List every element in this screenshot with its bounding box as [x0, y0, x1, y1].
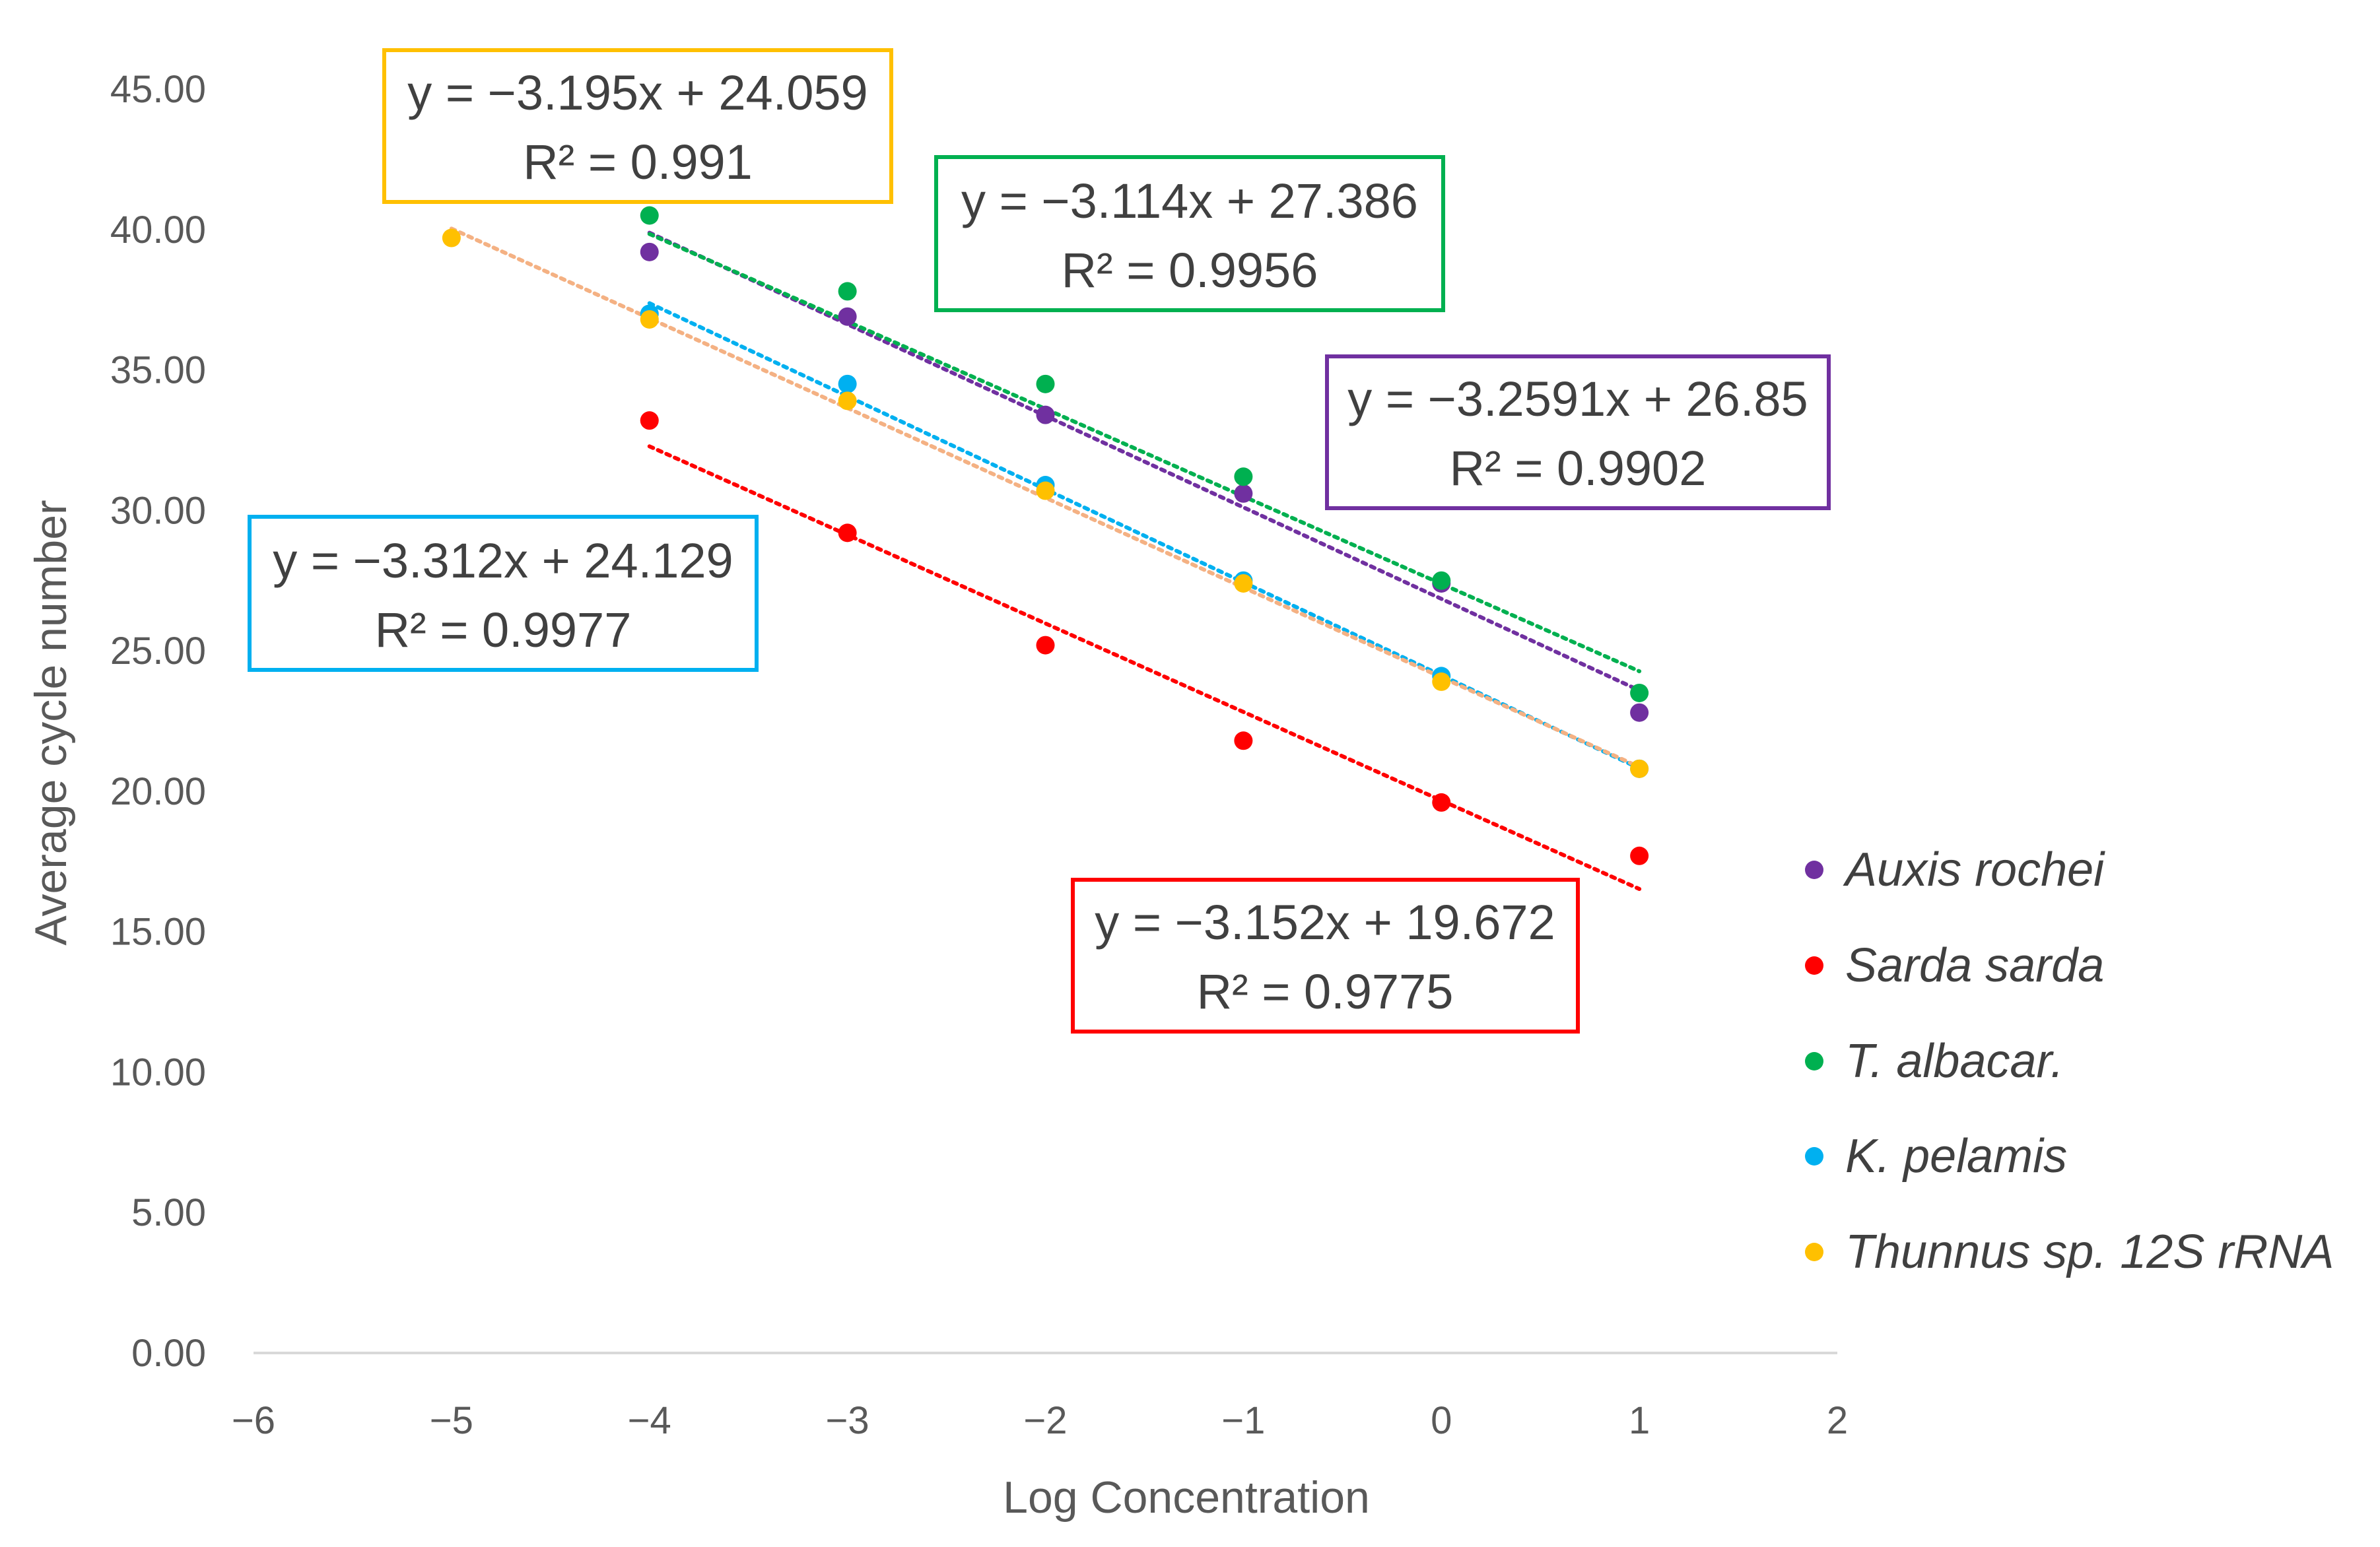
legend-marker-t-albacar	[1805, 1052, 1823, 1070]
data-point-k-pelamis	[838, 374, 857, 393]
y-axis-title: Average cycle number	[26, 500, 76, 945]
equation-k-pelamis: y = −3.312x + 24.129	[273, 533, 733, 588]
data-point-thunnus-sp-12s-rrna	[640, 310, 659, 329]
r2-auxis-rochei: R² = 0.9902	[1450, 441, 1707, 496]
trendline-sarda-sarda	[647, 444, 1642, 891]
data-point-sarda-sarda	[1432, 793, 1451, 812]
x-tick-label: −1	[1221, 1399, 1265, 1442]
equation-box-thunnus: y = −3.195x + 24.059 R² = 0.991	[382, 48, 893, 204]
equation-box-k-pelamis: y = −3.312x + 24.129 R² = 0.9977	[248, 515, 759, 672]
data-point-thunnus-sp-12s-rrna	[1432, 672, 1451, 691]
legend-marker-sarda-sarda	[1805, 956, 1823, 975]
y-tick-label: 15.00	[110, 911, 206, 954]
data-point-thunnus-sp-12s-rrna	[1036, 481, 1055, 500]
data-point-t-albacar	[838, 282, 857, 301]
r2-k-pelamis: R² = 0.9977	[375, 603, 632, 657]
data-point-auxis-rochei	[838, 307, 857, 326]
data-point-auxis-rochei	[1630, 703, 1649, 722]
legend-marker-auxis-rochei	[1805, 861, 1823, 879]
data-point-sarda-sarda	[1036, 636, 1055, 655]
data-point-thunnus-sp-12s-rrna	[838, 391, 857, 411]
equation-sarda-sarda: y = −3.152x + 19.672	[1095, 895, 1555, 950]
y-tick-label: 40.00	[110, 209, 206, 251]
equation-auxis-rochei: y = −3.2591x + 26.85	[1347, 372, 1808, 426]
equation-thunnus: y = −3.195x + 24.059	[407, 65, 867, 120]
equation-box-auxis-rochei: y = −3.2591x + 26.85 R² = 0.9902	[1325, 354, 1831, 510]
legend-label-auxis-rochei: Auxis rochei	[1843, 843, 2105, 896]
y-tick-label: 5.00	[131, 1191, 206, 1234]
x-axis-title: Log Concentration	[1003, 1472, 1370, 1523]
equation-box-t-albacar: y = −3.114x + 27.386 R² = 0.9956	[934, 155, 1445, 312]
data-point-t-albacar	[1036, 374, 1055, 393]
legend-marker-k-pelamis	[1805, 1147, 1823, 1166]
y-tick-label: 10.00	[110, 1051, 206, 1094]
x-tick-label: 1	[1629, 1399, 1650, 1442]
data-points	[442, 206, 1649, 865]
data-point-thunnus-sp-12s-rrna	[1630, 759, 1649, 778]
data-point-sarda-sarda	[1630, 846, 1649, 865]
x-tick-label: −5	[430, 1399, 473, 1442]
data-point-auxis-rochei	[1036, 405, 1055, 424]
legend-label-t-albacar: T. albacar.	[1845, 1035, 2064, 1088]
x-tick-label: −2	[1023, 1399, 1067, 1442]
data-point-sarda-sarda	[640, 411, 659, 430]
y-tick-label: 30.00	[110, 489, 206, 532]
x-tick-label: 0	[1431, 1399, 1452, 1442]
r2-t-albacar: R² = 0.9956	[1062, 243, 1318, 298]
data-point-t-albacar	[1234, 467, 1253, 486]
x-tick-label: −6	[232, 1399, 275, 1442]
y-tick-label: 0.00	[131, 1332, 206, 1375]
y-tick-label: 25.00	[110, 630, 206, 673]
r2-sarda-sarda: R² = 0.9775	[1197, 964, 1454, 1019]
data-point-sarda-sarda	[1234, 731, 1253, 750]
legend-label-thunnus: Thunnus sp. 12S rRNA	[1845, 1226, 2334, 1278]
data-point-sarda-sarda	[838, 523, 857, 543]
y-tick-labels: 0.00 5.00 10.00 15.00 20.00 25.00 30.00 35.00 40…	[110, 68, 206, 1375]
legend-label-sarda-sarda: Sarda sarda	[1845, 939, 2104, 992]
x-tick-label: 2	[1827, 1399, 1848, 1442]
data-point-t-albacar	[1432, 571, 1451, 590]
x-tick-label: −4	[628, 1399, 671, 1442]
trendline-t-albacar	[647, 232, 1642, 674]
trendline-auxis-rochei	[647, 230, 1642, 693]
y-tick-label: 20.00	[110, 770, 206, 813]
data-point-thunnus-sp-12s-rrna	[442, 228, 461, 247]
data-point-t-albacar	[640, 206, 659, 225]
y-tick-label: 45.00	[110, 68, 206, 111]
equation-t-albacar: y = −3.114x + 27.386	[961, 174, 1418, 228]
y-tick-label: 35.00	[110, 349, 206, 392]
x-tick-label: −3	[826, 1399, 869, 1442]
data-point-thunnus-sp-12s-rrna	[1234, 574, 1253, 593]
x-tick-labels: −6 −5 −4 −3 −2 −1 0 1 2	[232, 1399, 1848, 1442]
equation-box-sarda-sarda: y = −3.152x + 19.672 R² = 0.9775	[1071, 878, 1580, 1034]
r2-thunnus: R² = 0.991	[523, 135, 753, 189]
data-point-auxis-rochei	[1234, 484, 1253, 503]
legend-label-k-pelamis: K. pelamis	[1845, 1130, 2067, 1183]
data-point-auxis-rochei	[640, 242, 659, 261]
data-point-t-albacar	[1630, 683, 1649, 702]
legend: Auxis rochei Sarda sarda T. albacar. K. …	[1805, 843, 2334, 1278]
legend-marker-thunnus	[1805, 1243, 1823, 1261]
